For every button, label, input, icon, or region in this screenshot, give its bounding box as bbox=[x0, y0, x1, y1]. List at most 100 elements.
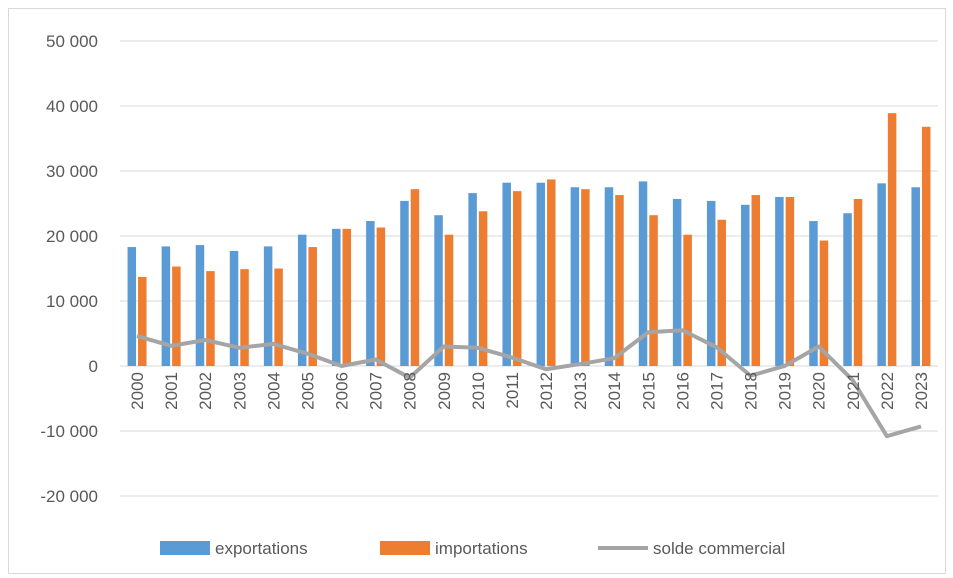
y-tick-label-4: 20 000 bbox=[46, 227, 98, 246]
bar-exportations-2008 bbox=[400, 200, 409, 366]
x-tick-label-2009: 2009 bbox=[435, 372, 454, 410]
point-solde-commercial-2006 bbox=[341, 365, 343, 367]
point-solde-commercial-2001 bbox=[170, 345, 172, 347]
point-solde-commercial-2007 bbox=[375, 359, 377, 360]
bar-importations-2022 bbox=[887, 113, 897, 367]
bar-exportations-2020 bbox=[809, 221, 818, 366]
x-tick-label-2022: 2022 bbox=[878, 372, 897, 410]
point-solde-commercial-2000 bbox=[136, 335, 138, 337]
x-tick-label-2021: 2021 bbox=[844, 372, 863, 410]
bar-exportations-2016 bbox=[672, 198, 682, 366]
x-tick-label-2005: 2005 bbox=[298, 372, 317, 410]
bar-exportations-2000 bbox=[127, 247, 137, 366]
y-tick-label-2: 0 bbox=[89, 357, 98, 376]
point-solde-commercial-2014 bbox=[613, 357, 615, 359]
bar-exportations-2006 bbox=[332, 228, 341, 366]
x-tick-label-2011: 2011 bbox=[503, 372, 522, 409]
point-solde-commercial-2017 bbox=[715, 346, 717, 348]
legend-swatch-importations bbox=[380, 541, 430, 555]
point-solde-commercial-2004 bbox=[272, 343, 274, 345]
y-tick-label-3: 10 000 bbox=[46, 292, 98, 311]
bar-exportations-2012 bbox=[536, 182, 546, 366]
x-tick-labels: 2000 2001 2002 2003 2004 2005 2006 2007 2008 2009… bbox=[128, 372, 931, 410]
bar-exportations-2004 bbox=[263, 246, 273, 366]
x-tick-label-2015: 2015 bbox=[639, 372, 658, 410]
point-solde-commercial-2002 bbox=[204, 339, 206, 341]
bar-exportations-2011 bbox=[502, 182, 511, 366]
bar-exportations-2019 bbox=[775, 197, 784, 366]
y-tick-label-0: -20 000 bbox=[40, 487, 98, 506]
bar-exportations-2014 bbox=[604, 187, 614, 366]
balance-line bbox=[136, 328, 922, 439]
point-solde-commercial-2008 bbox=[409, 377, 411, 379]
point-solde-commercial-2021 bbox=[852, 379, 854, 381]
bar-importations-2010 bbox=[478, 211, 488, 366]
bar-importations-2011 bbox=[512, 191, 522, 366]
legend-label-solde-commercial: solde commercial bbox=[653, 539, 785, 558]
point-solde-commercial-2016 bbox=[681, 329, 683, 331]
x-tick-label-2014: 2014 bbox=[605, 372, 624, 410]
bar-importations-2016 bbox=[683, 234, 692, 366]
bar-exportations-2010 bbox=[468, 193, 477, 366]
bar-importations-2000 bbox=[138, 276, 147, 366]
point-solde-commercial-2019 bbox=[784, 365, 786, 367]
bar-exportations-2023 bbox=[911, 187, 920, 366]
bar-importations-2017 bbox=[717, 219, 726, 366]
point-solde-commercial-2020 bbox=[818, 346, 820, 347]
x-tick-label-2003: 2003 bbox=[230, 372, 249, 410]
bar-importations-2014 bbox=[615, 195, 624, 366]
bar-importations-2002 bbox=[206, 271, 215, 366]
bar-importations-2021 bbox=[853, 198, 863, 366]
point-solde-commercial-2011 bbox=[511, 357, 513, 359]
x-tick-label-2013: 2013 bbox=[571, 372, 590, 410]
bar-exportations-2003 bbox=[229, 250, 239, 366]
bar-exportations-2017 bbox=[706, 200, 716, 366]
bar-importations-2004 bbox=[274, 268, 283, 366]
x-tick-label-2012: 2012 bbox=[537, 372, 556, 410]
point-solde-commercial-2022 bbox=[886, 435, 888, 437]
legend-swatch-exportations bbox=[160, 541, 210, 555]
bar-importations-2020 bbox=[819, 240, 829, 366]
x-tick-label-2002: 2002 bbox=[196, 372, 215, 410]
bar-importations-2001 bbox=[172, 266, 181, 366]
x-tick-label-2016: 2016 bbox=[673, 372, 692, 410]
x-tick-label-2023: 2023 bbox=[912, 372, 931, 410]
bar-importations-2015 bbox=[649, 215, 658, 366]
bar-importations-2013 bbox=[581, 189, 590, 366]
bar-exportations-2018 bbox=[741, 204, 750, 366]
bar-importations-2007 bbox=[376, 227, 386, 366]
bar-importations-2008 bbox=[410, 189, 420, 366]
bar-exportations-2015 bbox=[638, 181, 648, 366]
bar-exportations-2009 bbox=[434, 215, 443, 366]
bar-exportations-2007 bbox=[366, 221, 375, 366]
x-tick-label-2008: 2008 bbox=[401, 372, 420, 410]
x-tick-label-2010: 2010 bbox=[469, 372, 488, 410]
x-tick-label-2006: 2006 bbox=[333, 372, 352, 410]
point-solde-commercial-2015 bbox=[647, 331, 649, 333]
bars bbox=[127, 113, 931, 367]
point-solde-commercial-2018 bbox=[750, 375, 752, 377]
bar-exportations-2005 bbox=[297, 234, 307, 366]
point-solde-commercial-2012 bbox=[545, 368, 547, 370]
gridlines bbox=[120, 40, 938, 497]
x-tick-label-2017: 2017 bbox=[707, 372, 726, 410]
y-tick-label-5: 30 000 bbox=[46, 162, 98, 181]
y-tick-labels: -20 000 -10 000 0 10 000 20 000 30 000 40 000 5… bbox=[40, 32, 98, 506]
x-tick-label-2001: 2001 bbox=[162, 372, 181, 410]
bar-importations-2012 bbox=[547, 179, 556, 366]
point-solde-commercial-2013 bbox=[579, 363, 581, 365]
point-solde-commercial-2003 bbox=[238, 347, 240, 349]
bar-importations-2019 bbox=[785, 197, 795, 366]
bar-exportations-2013 bbox=[570, 187, 580, 366]
bar-importations-2023 bbox=[921, 126, 931, 366]
legend: exportations importations solde commercial bbox=[160, 539, 785, 558]
point-solde-commercial-2009 bbox=[443, 346, 445, 347]
point-solde-commercial-2023 bbox=[920, 425, 922, 427]
bar-exportations-2022 bbox=[877, 183, 886, 366]
bar-exportations-2001 bbox=[161, 246, 171, 366]
point-solde-commercial-2010 bbox=[477, 347, 479, 349]
bar-importations-2006 bbox=[342, 228, 352, 366]
bar-exportations-2021 bbox=[843, 213, 852, 366]
x-tick-label-2018: 2018 bbox=[742, 372, 761, 410]
